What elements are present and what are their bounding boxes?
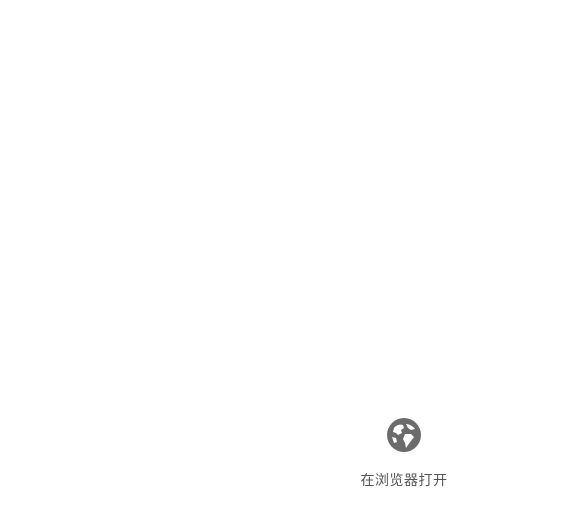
blank-content-area	[0, 0, 569, 400]
globe-icon	[387, 418, 421, 452]
open-in-browser-button[interactable]: 在浏览器打开	[344, 412, 464, 498]
open-in-browser-label: 在浏览器打开	[360, 473, 448, 489]
